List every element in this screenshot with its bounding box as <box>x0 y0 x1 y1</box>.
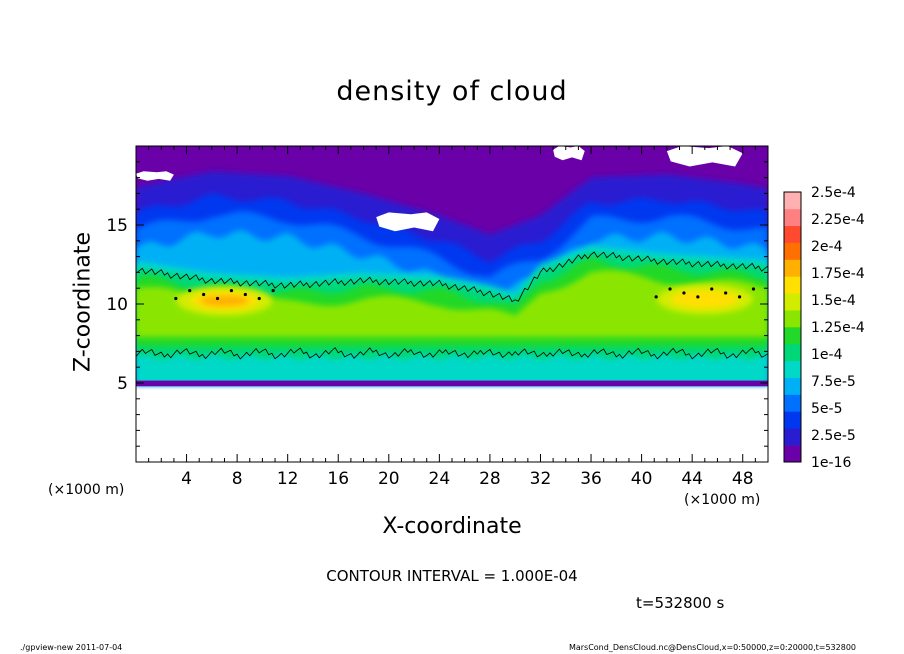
colorbar-label-2: 5e-5 <box>811 401 842 417</box>
colorbar-label-4: 1e-4 <box>811 347 843 363</box>
missing-region-2 <box>553 146 585 161</box>
x-axis: 4 8 12 16 20 24 28 32 36 40 44 48 <box>148 146 756 489</box>
colorbar-swatch-7 <box>784 327 801 345</box>
time-label: t=532800 s <box>636 594 725 612</box>
colorbar-swatch-11 <box>784 259 801 277</box>
x-tick-label-32: 32 <box>530 469 552 489</box>
footer-data-source: MarsCond_DensCloud.nc@DensCloud,x=0:5000… <box>568 643 856 652</box>
colorbar-swatch-2 <box>784 411 801 429</box>
y-tick-label-15: 15 <box>106 216 128 236</box>
maximum-peak-0 <box>200 295 249 306</box>
contour-lines <box>136 251 768 360</box>
peak-contour-1-6 <box>737 295 742 299</box>
colorbar-label-3: 7.5e-5 <box>811 374 856 390</box>
peak-contour-0-5 <box>243 292 247 297</box>
colorbar-swatch-9 <box>784 293 801 311</box>
colorbar-label-9: 2.25e-4 <box>811 212 865 228</box>
colorbar-swatch-5 <box>784 360 801 378</box>
colorbar-label-1: 2.5e-5 <box>811 428 856 444</box>
y-tick-label-5: 5 <box>117 374 128 394</box>
peak-contour-1-1 <box>668 287 672 291</box>
peak-contour-0-0 <box>174 296 178 301</box>
peak-contour-0-6 <box>257 296 261 301</box>
x-tick-label-8: 8 <box>232 469 243 489</box>
peak-contour-0-1 <box>188 288 192 293</box>
peak-contour-1-4 <box>710 287 714 291</box>
peak-contour-0-2 <box>202 292 206 297</box>
y-tick-label-10: 10 <box>106 295 128 315</box>
colorbar-label-7: 1.75e-4 <box>811 266 865 282</box>
peak-contour-1-5 <box>724 291 728 295</box>
peak-contour-0-4 <box>229 288 234 293</box>
peak-contour-1-3 <box>696 295 700 299</box>
x-axis-unit-left: (×1000 m) <box>48 482 125 498</box>
missing-data-regions <box>136 146 743 232</box>
band-lime <box>136 270 768 338</box>
peak-contour-0-7 <box>271 288 275 293</box>
colorbar-swatch-1 <box>784 428 801 446</box>
colorbar-swatch-4 <box>784 377 801 395</box>
contour-upper <box>136 251 768 303</box>
x-tick-label-16: 16 <box>327 469 349 489</box>
colorbar-swatch-15 <box>784 192 801 210</box>
peak-contour-1-2 <box>682 291 686 295</box>
colorbar-frame <box>783 191 802 463</box>
colorbar-swatch-12 <box>784 242 801 260</box>
x-tick-label-40: 40 <box>631 469 653 489</box>
peak-contour-1-0 <box>654 295 658 299</box>
chart-title: density of cloud <box>336 76 568 107</box>
x-axis-label: X-coordinate <box>382 514 522 539</box>
density-heatmap <box>136 146 768 387</box>
x-tick-label-24: 24 <box>429 469 451 489</box>
x-tick-label-4: 4 <box>181 469 192 489</box>
colorbar-swatch-10 <box>784 276 801 294</box>
x-axis-unit-right: (×1000 m) <box>684 492 761 508</box>
colorbar-swatch-14 <box>784 208 801 227</box>
colorbar-label-10: 2.5e-4 <box>811 185 856 201</box>
missing-region-0 <box>136 171 174 181</box>
x-tick-label-12: 12 <box>277 469 299 489</box>
footer-program-date: ./gpview-new 2011-07-04 <box>20 643 123 652</box>
y-axis-label: Z-coordinate <box>70 232 96 372</box>
missing-region-1 <box>376 212 440 232</box>
y-axis: 5 10 15 <box>106 161 768 447</box>
colorbar-swatch-0 <box>784 445 801 463</box>
contour-interval-note: CONTOUR INTERVAL = 1.000E-04 <box>326 567 578 585</box>
peak-contour-0-3 <box>215 296 220 301</box>
colorbar-label-0: 1e-16 <box>811 455 851 471</box>
colorbar-swatch-6 <box>784 343 801 362</box>
colorbar-swatch-3 <box>784 394 801 412</box>
colorbar-label-5: 1.25e-4 <box>811 320 865 336</box>
bottom-band-purple <box>136 380 768 387</box>
colorbar: 1e-16 2.5e-5 5e-5 7.5e-5 1e-4 1.25e-4 1.5e-4 1.… <box>783 185 865 471</box>
missing-region-3 <box>666 146 743 167</box>
peak-contour-1-7 <box>751 287 756 291</box>
x-tick-label-44: 44 <box>681 469 703 489</box>
maximum-core-1 <box>670 290 739 309</box>
colorbar-label-8: 2e-4 <box>811 239 843 255</box>
x-tick-label-48: 48 <box>732 469 754 489</box>
colorbar-swatch-13 <box>784 225 801 243</box>
contour-lower <box>136 347 768 360</box>
x-tick-label-20: 20 <box>378 469 400 489</box>
x-tick-label-28: 28 <box>479 469 501 489</box>
colorbar-label-6: 1.5e-4 <box>811 293 856 309</box>
colorbar-swatch-8 <box>784 310 801 328</box>
x-tick-label-36: 36 <box>580 469 602 489</box>
